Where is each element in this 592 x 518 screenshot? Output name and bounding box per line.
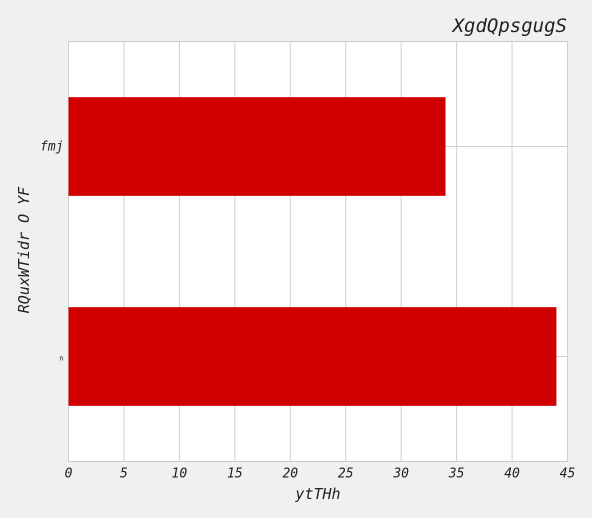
x-tick-label: 0	[65, 467, 73, 482]
x-tick-label: 40	[504, 467, 520, 482]
x-tick-label: 25	[338, 467, 354, 482]
x-tick-label: 10	[172, 467, 188, 482]
x-tick-labels: 0 5 10 15 20 25 30 35 40 45	[65, 467, 576, 482]
x-tick-label: 45	[560, 467, 576, 482]
x-tick-label: 30	[392, 467, 409, 482]
y-axis-label: RQuxWTidr O YF	[15, 186, 33, 313]
bars	[68, 97, 557, 406]
x-tick-label: 35	[448, 467, 465, 482]
x-tick-label: 5	[120, 467, 128, 482]
chart-title: XgdQpsgugS	[451, 15, 567, 37]
x-tick-label: 20	[282, 467, 298, 482]
y-tick-label: fmj	[40, 140, 63, 155]
x-axis-label: ytTHh	[294, 485, 340, 503]
x-tick-label: 15	[227, 467, 243, 482]
y-tick-labels: fmj n	[40, 140, 63, 363]
bar-n	[68, 307, 557, 406]
y-tick-label: n	[59, 355, 63, 363]
bar-fmj	[68, 97, 446, 196]
